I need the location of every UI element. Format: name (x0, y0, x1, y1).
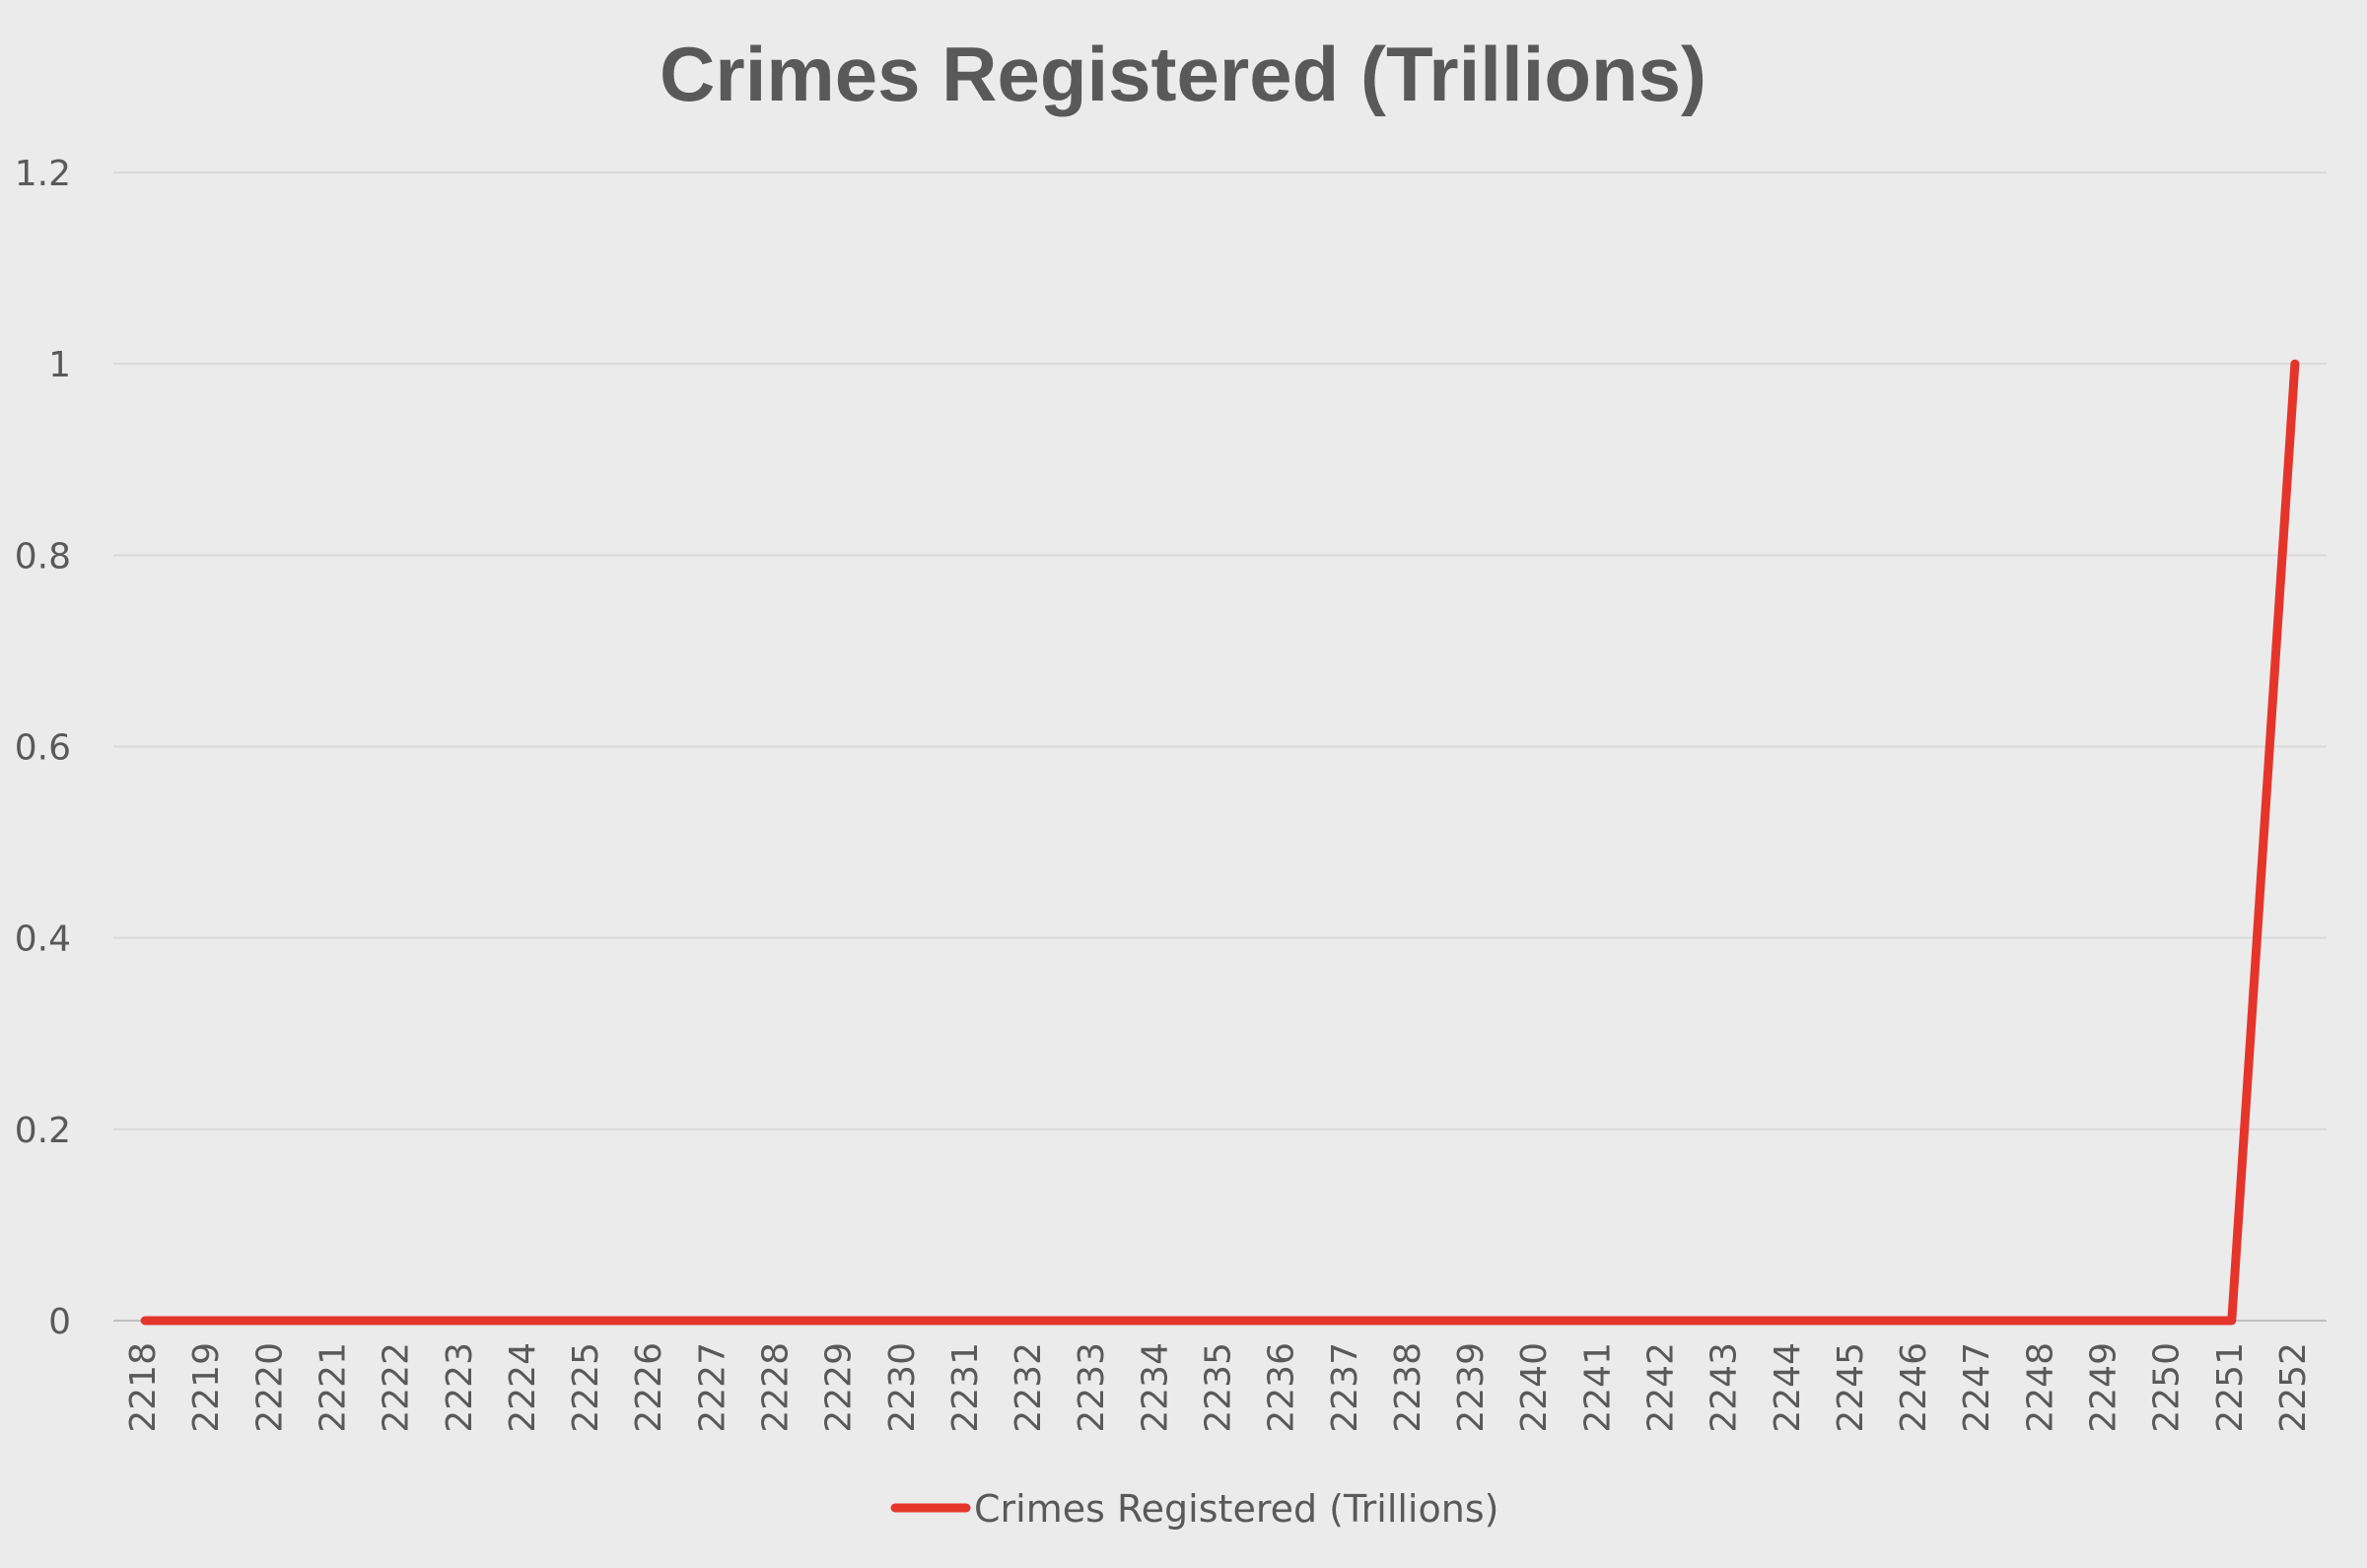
data-point (144, 1320, 146, 1322)
x-tick-label: 2226 (629, 1342, 669, 1433)
x-tick-label: 2240 (1514, 1342, 1555, 1433)
gridlines (113, 171, 2327, 1322)
x-tick-label: 2234 (1135, 1342, 1175, 1433)
x-tick-label: 2236 (1262, 1342, 1302, 1433)
y-tick-label: 0.4 (15, 920, 71, 960)
x-tick-label: 2227 (692, 1342, 732, 1433)
data-point (650, 1320, 652, 1322)
y-axis-tick-labels: 0 0.2 0.4 0.6 0.8 1 1.2 (15, 154, 71, 1342)
x-tick-label: 2242 (1641, 1342, 1682, 1433)
data-point (587, 1320, 589, 1322)
x-tick-label: 2230 (882, 1342, 923, 1433)
chart-title: Crimes Registered (Trillions) (660, 31, 1706, 117)
data-point (713, 1320, 715, 1322)
data-point (1914, 1320, 1916, 1322)
x-tick-label: 2218 (123, 1342, 164, 1433)
data-point (1219, 1320, 1220, 1322)
data-point (1472, 1320, 1474, 1322)
data-point (207, 1320, 209, 1322)
data-point (1788, 1320, 1790, 1322)
data-point (1598, 1320, 1600, 1322)
y-tick-label: 0.2 (15, 1111, 71, 1151)
x-tick-label: 2244 (1768, 1342, 1808, 1433)
data-point (777, 1320, 778, 1322)
x-tick-label: 2235 (1199, 1342, 1239, 1433)
x-tick-label: 2223 (440, 1342, 480, 1433)
y-tick-label: 0 (48, 1302, 71, 1342)
data-point (2231, 1320, 2233, 1322)
data-point (1155, 1320, 1157, 1322)
data-point (1978, 1320, 1980, 1322)
y-tick-label: 0.6 (15, 728, 71, 769)
x-tick-label: 2221 (313, 1342, 354, 1433)
x-tick-label: 2251 (2210, 1342, 2251, 1433)
data-point (1029, 1320, 1031, 1322)
x-tick-label: 2250 (2147, 1342, 2188, 1433)
legend-label: Crimes Registered (Trillions) (974, 1487, 1498, 1531)
x-tick-label: 2243 (1705, 1342, 1745, 1433)
x-tick-label: 2252 (2273, 1342, 2314, 1433)
x-tick-label: 2239 (1451, 1342, 1492, 1433)
y-tick-label: 1.2 (15, 154, 71, 194)
x-tick-label: 2228 (756, 1342, 797, 1433)
data-point (460, 1320, 462, 1322)
data-point (2294, 363, 2296, 365)
data-point (2168, 1320, 2170, 1322)
data-point (1092, 1320, 1094, 1322)
data-point (1662, 1320, 1663, 1322)
data-point (840, 1320, 842, 1322)
data-point (523, 1320, 525, 1322)
data-point (966, 1320, 968, 1322)
x-tick-label: 2237 (1325, 1342, 1365, 1433)
data-point (397, 1320, 399, 1322)
x-tick-label: 2241 (1577, 1342, 1618, 1433)
data-point (1283, 1320, 1285, 1322)
y-tick-label: 0.8 (15, 536, 71, 577)
data-point (1346, 1320, 1348, 1322)
x-tick-label: 2248 (2020, 1342, 2060, 1433)
x-tick-label: 2219 (186, 1342, 227, 1433)
x-tick-label: 2225 (566, 1342, 606, 1433)
x-axis-tick-labels: 2218 2219 2220 2221 2222 2223 2224 2225 2226 2227… (123, 1342, 2314, 1433)
legend: Crimes Registered (Trillions) (890, 1487, 1498, 1531)
x-tick-label: 2246 (1894, 1342, 1934, 1433)
y-tick-label: 1 (48, 345, 71, 385)
x-tick-label: 2220 (249, 1342, 290, 1433)
data-point (1851, 1320, 1853, 1322)
x-tick-label: 2232 (1009, 1342, 1049, 1433)
x-tick-label: 2222 (377, 1342, 417, 1433)
data-point (2041, 1320, 2043, 1322)
x-tick-label: 2229 (819, 1342, 860, 1433)
x-tick-label: 2224 (503, 1342, 543, 1433)
data-point (334, 1320, 335, 1322)
data-point (1725, 1320, 1727, 1322)
data-point (1409, 1320, 1411, 1322)
series-line (140, 359, 2300, 1326)
x-tick-label: 2231 (945, 1342, 986, 1433)
x-tick-label: 2233 (1072, 1342, 1112, 1433)
data-point (2105, 1320, 2106, 1322)
x-tick-label: 2247 (1957, 1342, 1997, 1433)
data-point (1535, 1320, 1537, 1322)
x-tick-label: 2238 (1388, 1342, 1428, 1433)
data-point (270, 1320, 272, 1322)
series-layer (140, 359, 2300, 1326)
data-point (903, 1320, 905, 1322)
x-tick-label: 2249 (2084, 1342, 2124, 1433)
x-tick-label: 2245 (1831, 1342, 1871, 1433)
